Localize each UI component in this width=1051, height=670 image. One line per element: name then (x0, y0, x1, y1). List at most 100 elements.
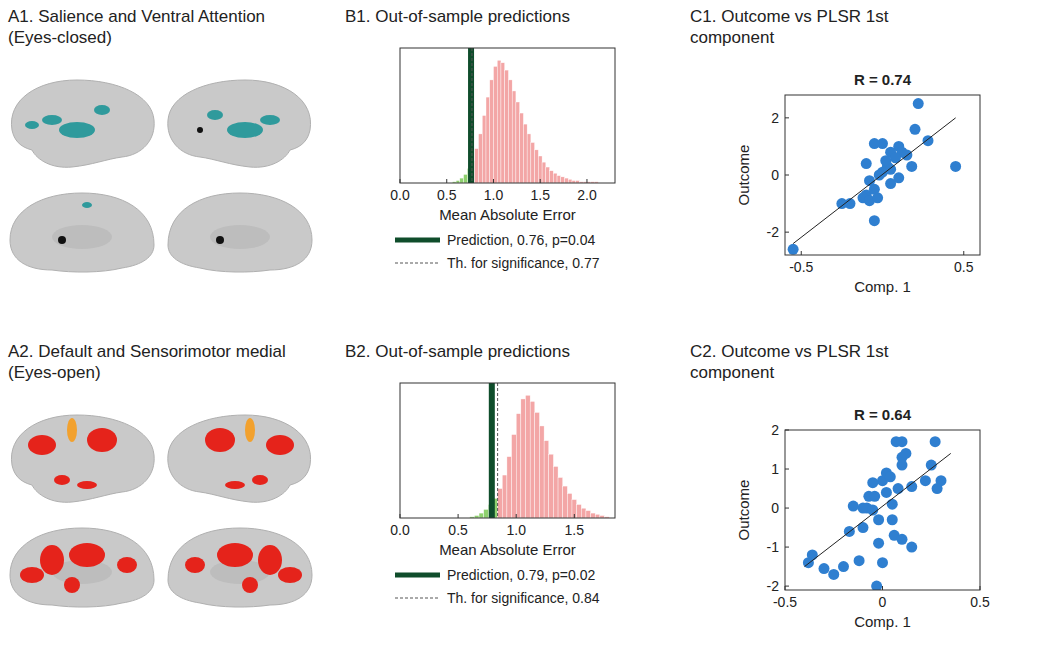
panel-title: B1. Out-of-sample predictions (345, 6, 665, 27)
scatter-point (807, 549, 818, 560)
brain-surface (168, 193, 312, 272)
scatter-point (897, 436, 908, 447)
brain-surface (168, 80, 311, 167)
scatter-point (906, 161, 917, 172)
legend-swatch (395, 573, 440, 578)
tick (785, 586, 789, 587)
medial-wall (52, 225, 112, 249)
tick (980, 586, 981, 590)
reference-line (489, 383, 495, 518)
fit-line (793, 118, 956, 244)
scatter-point (836, 198, 847, 209)
scatter-point (913, 98, 924, 109)
hist-bar (542, 162, 546, 183)
hist-bar (523, 124, 527, 183)
scatter-point (906, 542, 917, 553)
scatter-point (869, 138, 880, 149)
fit-line (805, 453, 951, 566)
legend-swatch (395, 238, 440, 243)
hist-bar (568, 179, 572, 183)
tick (785, 117, 789, 118)
brain-surface (10, 528, 154, 607)
hist-bar (531, 143, 535, 184)
hist-bar (577, 505, 582, 519)
tick-label: -2 (767, 578, 780, 594)
tick-label: 1.0 (506, 522, 526, 538)
tick (801, 251, 802, 255)
axis-title: Comp. 1 (854, 613, 911, 630)
legend-label: Prediction, 0.76, p=0.04 (447, 232, 595, 248)
brain-region (197, 127, 203, 133)
panel-title: B2. Out-of-sample predictions (345, 341, 665, 362)
brain-region (216, 236, 224, 244)
brain-region (217, 543, 253, 567)
hist-bar (561, 177, 565, 183)
brain-view (10, 528, 154, 607)
tick-label: 0.5 (954, 259, 974, 275)
brain-region (245, 418, 255, 442)
brain-region (64, 577, 80, 593)
tick (586, 179, 587, 183)
hist-bar (512, 435, 517, 518)
tick (785, 232, 789, 233)
hist-bar (482, 116, 486, 184)
scatter-point (910, 124, 921, 135)
scatter-point (869, 215, 880, 226)
hist-bar (484, 509, 489, 518)
scatter-point (887, 499, 898, 510)
brain-view (168, 80, 311, 167)
brain-region (185, 557, 205, 573)
tick-label: -0.5 (789, 259, 813, 275)
tick (446, 179, 447, 183)
tick (574, 514, 575, 518)
scatter-point (877, 557, 888, 568)
hist-bar (539, 426, 544, 518)
scatter-point (819, 563, 830, 574)
brain-region (205, 428, 235, 452)
plot-area (470, 383, 609, 518)
scatter-point (858, 503, 869, 514)
tick-label: 0.0 (390, 187, 410, 203)
plot-frame (785, 95, 980, 255)
hist-bar (464, 174, 468, 183)
brain-region (278, 567, 302, 583)
brain-view (10, 193, 154, 272)
brain-surface (11, 80, 154, 167)
brain-region (252, 475, 268, 485)
hist-bar (553, 466, 558, 518)
hist-bar (479, 134, 483, 183)
medial-wall (210, 225, 270, 249)
hist-bar (520, 113, 524, 183)
tick (493, 179, 494, 183)
hist-bar (538, 156, 542, 183)
scatter-point (838, 561, 849, 572)
hist-bar (527, 134, 531, 183)
brain-region (82, 202, 92, 208)
axis-title: Outcome (735, 480, 752, 541)
scatter-point (869, 491, 880, 502)
axis-title: Outcome (735, 145, 752, 206)
brain-region (67, 418, 77, 442)
scatter-point (867, 477, 878, 488)
hist-bar (501, 63, 505, 183)
annotation: R = 0.74 (854, 71, 912, 88)
scatter-point (887, 514, 898, 525)
scatter-point (788, 244, 799, 255)
plot-area (803, 436, 951, 590)
plot-area (452, 48, 598, 183)
hist-bar (546, 167, 550, 183)
tick-label: -1 (767, 539, 780, 555)
scatter-point (900, 448, 911, 459)
scatter-point (871, 581, 882, 590)
scatter-point (920, 475, 931, 486)
hist-bar (530, 401, 535, 518)
brain-region (25, 121, 39, 129)
scatter-point (848, 501, 859, 512)
tick (785, 175, 789, 176)
tick-label: 0 (879, 594, 887, 610)
hist-bar (595, 514, 600, 518)
tick (400, 514, 401, 518)
hist-bar (563, 486, 568, 518)
brain-surface (11, 415, 154, 502)
hist-bar (516, 414, 521, 518)
